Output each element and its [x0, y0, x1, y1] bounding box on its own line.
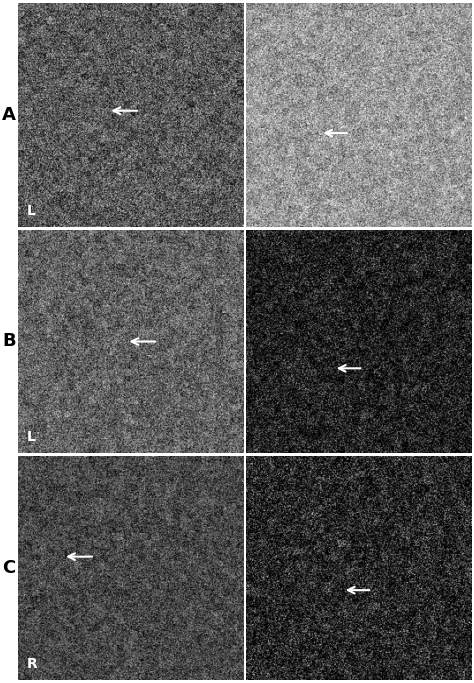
Text: L: L — [27, 430, 36, 445]
Text: L: L — [27, 204, 36, 218]
Text: A: A — [2, 106, 16, 124]
Text: R: R — [27, 656, 38, 671]
Text: C: C — [2, 559, 16, 577]
Text: B: B — [2, 333, 16, 350]
